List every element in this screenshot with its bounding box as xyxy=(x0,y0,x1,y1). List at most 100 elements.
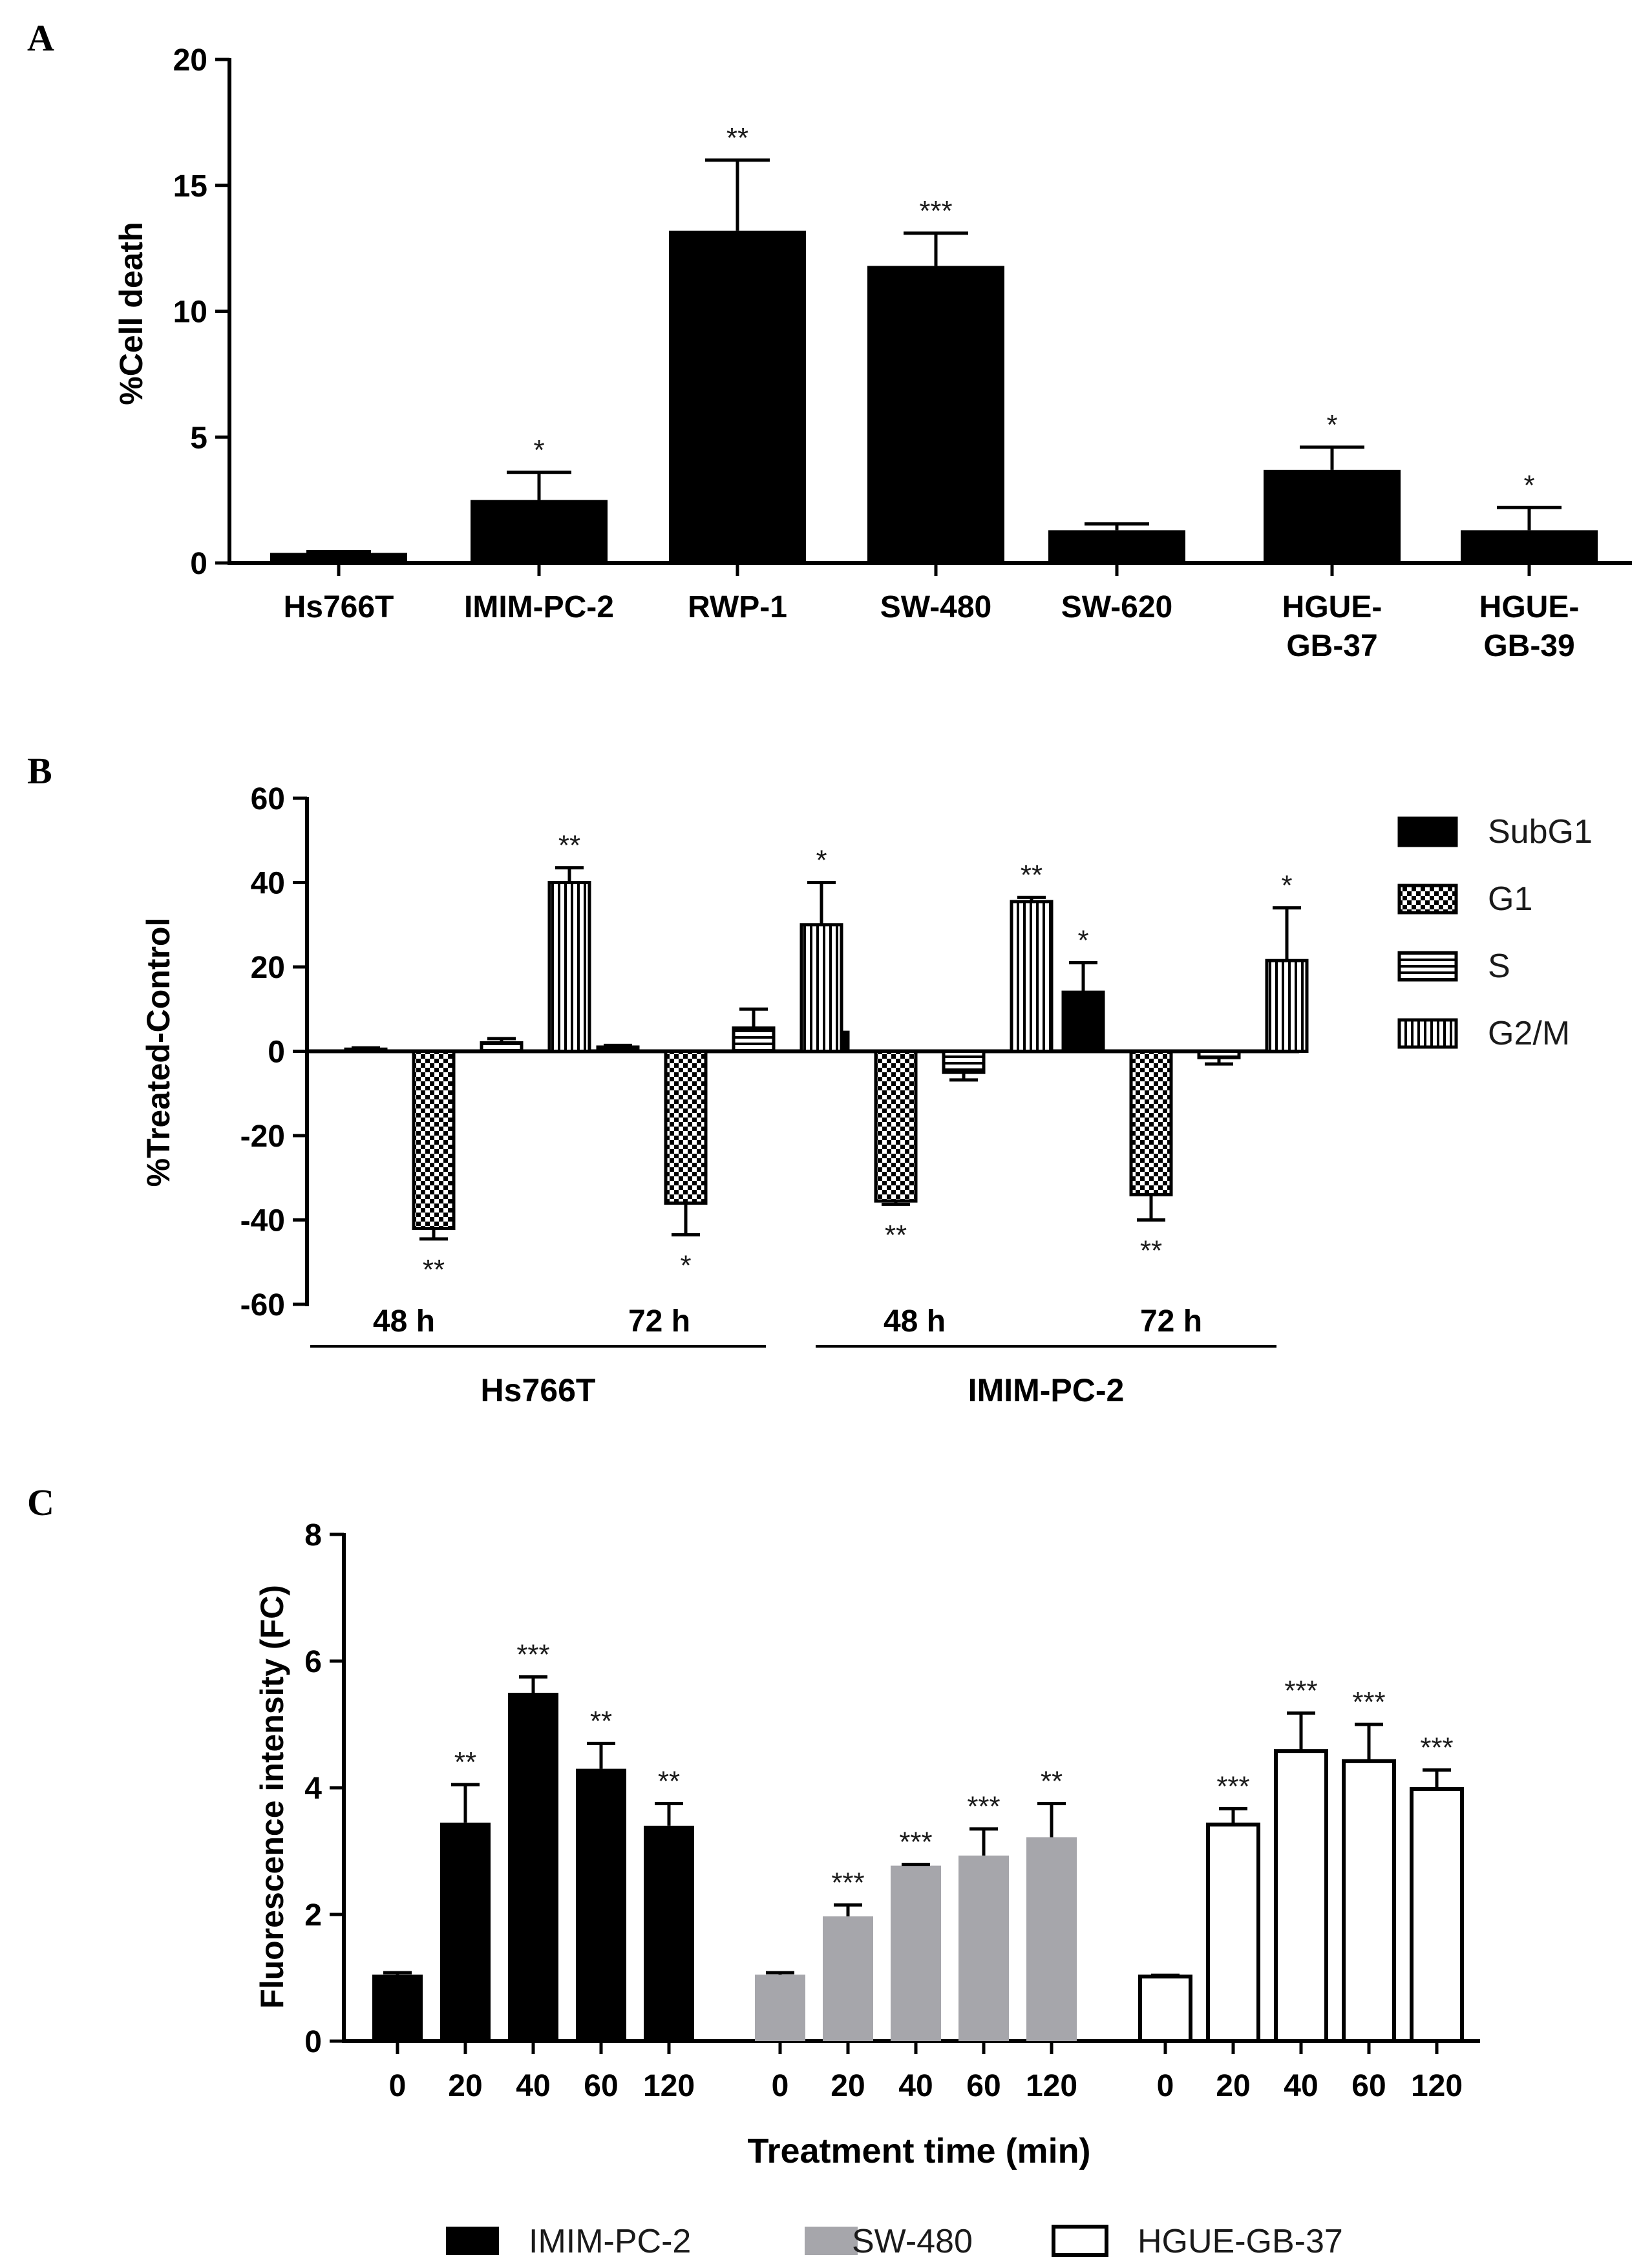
panel-b-bar xyxy=(874,1050,918,1203)
panel-a-bar xyxy=(1048,530,1185,563)
panel-c-significance-label: *** xyxy=(831,1867,864,1898)
panel-b-bar xyxy=(480,1041,524,1053)
panel-c-y-axis-label: Fluorescence intensity (FC) xyxy=(254,1585,290,2009)
panel-c-y-tick-label: 4 xyxy=(304,1772,322,1806)
panel-b-cell-line-label: Hs766T xyxy=(481,1372,596,1408)
panel-c-y-tick-label: 8 xyxy=(304,1518,322,1553)
panel-b-timepoint-label: 48 h xyxy=(373,1304,435,1339)
panel-b-y-tick-label: 60 xyxy=(251,782,285,816)
panel-c-legend-swatch xyxy=(446,2227,499,2255)
panel-a-bar xyxy=(1264,469,1401,563)
panel-c-significance-label: *** xyxy=(1352,1686,1385,1718)
panel-a-category-label: SW-480 xyxy=(880,590,991,624)
panel-b-significance-label: * xyxy=(816,845,827,876)
panel-a-bar xyxy=(867,266,1004,563)
panel-c-bar xyxy=(1206,1822,1260,2044)
panel-a-bar xyxy=(669,230,806,563)
panel-c-bar xyxy=(440,1822,491,2041)
panel-c-bar xyxy=(958,1855,1009,2041)
panel-b-significance-label: ** xyxy=(885,1219,907,1251)
panel-c-category-label: 40 xyxy=(898,2069,933,2103)
panel-b-legend-swatch xyxy=(1397,1018,1458,1049)
panel-b-bar xyxy=(596,1045,640,1053)
panel-letter-b: B xyxy=(27,750,52,792)
panel-b-bar xyxy=(547,881,591,1053)
panel-c-category-label: 120 xyxy=(1026,2069,1077,2103)
panel-c-bar xyxy=(1274,1749,1328,2043)
panel-c-category-label: 20 xyxy=(1216,2069,1250,2103)
panel-c-bar xyxy=(1026,1837,1077,2041)
panel-c-significance-label: ** xyxy=(454,1746,476,1778)
panel-b-legend-label: S xyxy=(1488,948,1510,985)
panel-a-category-label: GB-39 xyxy=(1483,629,1574,663)
panel-a-category-label: HGUE- xyxy=(1282,590,1382,624)
panel-a: A %Cell death 05101520Hs766T*IMIM-PC-2**… xyxy=(27,17,1632,663)
panel-c-significance-label: *** xyxy=(1420,1732,1453,1764)
panel-c-bar xyxy=(1342,1759,1396,2044)
panel-a-y-tick-label: 5 xyxy=(190,421,207,455)
panel-a-category-label: Hs766T xyxy=(284,590,394,624)
panel-c-y-tick-label: 6 xyxy=(304,1645,322,1679)
panel-b-bar xyxy=(732,1026,776,1054)
panel-a-category-label: SW-620 xyxy=(1061,590,1172,624)
panel-c-x-axis-label: Treatment time (min) xyxy=(747,2132,1090,2170)
panel-c-significance-label: *** xyxy=(1216,1770,1249,1802)
panel-b-y-tick-label: 0 xyxy=(268,1035,285,1070)
panel-c-category-label: 0 xyxy=(389,2069,407,2103)
panel-b-bar xyxy=(1129,1050,1173,1196)
panel-b-bar xyxy=(664,1050,708,1205)
panel-a-bar xyxy=(471,500,608,563)
panel-c-bar xyxy=(576,1768,626,2041)
panel-c-category-label: 60 xyxy=(966,2069,1001,2103)
panel-b-significance-label: ** xyxy=(423,1254,445,1286)
panel-b-significance-label: ** xyxy=(1021,859,1043,891)
panel-letter-a: A xyxy=(27,17,54,59)
panel-c-significance-label: *** xyxy=(1284,1675,1317,1706)
panel-b-bar xyxy=(800,923,843,1053)
panel-c: C Fluorescence intensity (FC) Treatment … xyxy=(27,1481,1480,2260)
panel-c-significance-label: *** xyxy=(516,1639,549,1671)
panel-b-bar xyxy=(1265,959,1309,1054)
panel-c-legend-swatch xyxy=(1052,2225,1108,2257)
panel-b-bar xyxy=(942,1050,986,1074)
panel-b-significance-label: ** xyxy=(558,830,580,862)
panel-b-bar xyxy=(1010,900,1054,1054)
panel-a-category-label: GB-37 xyxy=(1286,629,1377,663)
panel-b-legend-label: G1 xyxy=(1488,880,1532,918)
panel-c-category-label: 20 xyxy=(448,2069,482,2103)
panel-c-y-tick-label: 2 xyxy=(304,1898,322,1933)
panel-b-significance-label: * xyxy=(680,1249,691,1281)
panel-a-y-tick-label: 15 xyxy=(173,169,207,204)
panel-c-significance-label: *** xyxy=(967,1791,1000,1823)
panel-a-y-tick-label: 0 xyxy=(190,547,207,581)
panel-c-legend-label: HGUE-GB-37 xyxy=(1138,2223,1343,2260)
panel-letter-c: C xyxy=(27,1481,54,1523)
panel-b-y-tick-label: 40 xyxy=(251,867,285,901)
panel-b-legend-swatch xyxy=(1397,816,1458,847)
panel-a-y-tick-label: 10 xyxy=(173,295,207,330)
panel-b-bar xyxy=(1061,990,1105,1054)
panel-c-y-tick-label: 0 xyxy=(304,2025,322,2059)
panel-a-significance-label: * xyxy=(533,434,544,466)
panel-b-significance-label: ** xyxy=(1140,1235,1162,1267)
panel-c-bar xyxy=(891,1865,941,2041)
panel-b-legend-label: G2/M xyxy=(1488,1015,1570,1052)
panel-b-bar xyxy=(412,1050,456,1231)
panel-a-category-label: IMIM-PC-2 xyxy=(464,590,614,624)
panel-c-bar xyxy=(508,1693,558,2041)
panel-c-category-label: 20 xyxy=(831,2069,865,2103)
panel-c-bar xyxy=(1138,1975,1192,2044)
panel-b-significance-label: * xyxy=(1281,870,1292,902)
panel-a-y-axis-label: %Cell death xyxy=(113,222,149,405)
panel-b-significance-label: * xyxy=(1077,924,1088,956)
panel-b-y-tick-label: 20 xyxy=(251,951,285,985)
panel-c-bar xyxy=(372,1975,423,2041)
panel-a-significance-label: *** xyxy=(919,195,952,227)
panel-c-legend-label: IMIM-PC-2 xyxy=(529,2223,691,2260)
panel-b-legend-swatch xyxy=(1397,951,1458,982)
panel-a-plot: 05101520Hs766T*IMIM-PC-2**RWP-1***SW-480… xyxy=(173,43,1632,663)
panel-c-category-label: 0 xyxy=(1157,2069,1174,2103)
